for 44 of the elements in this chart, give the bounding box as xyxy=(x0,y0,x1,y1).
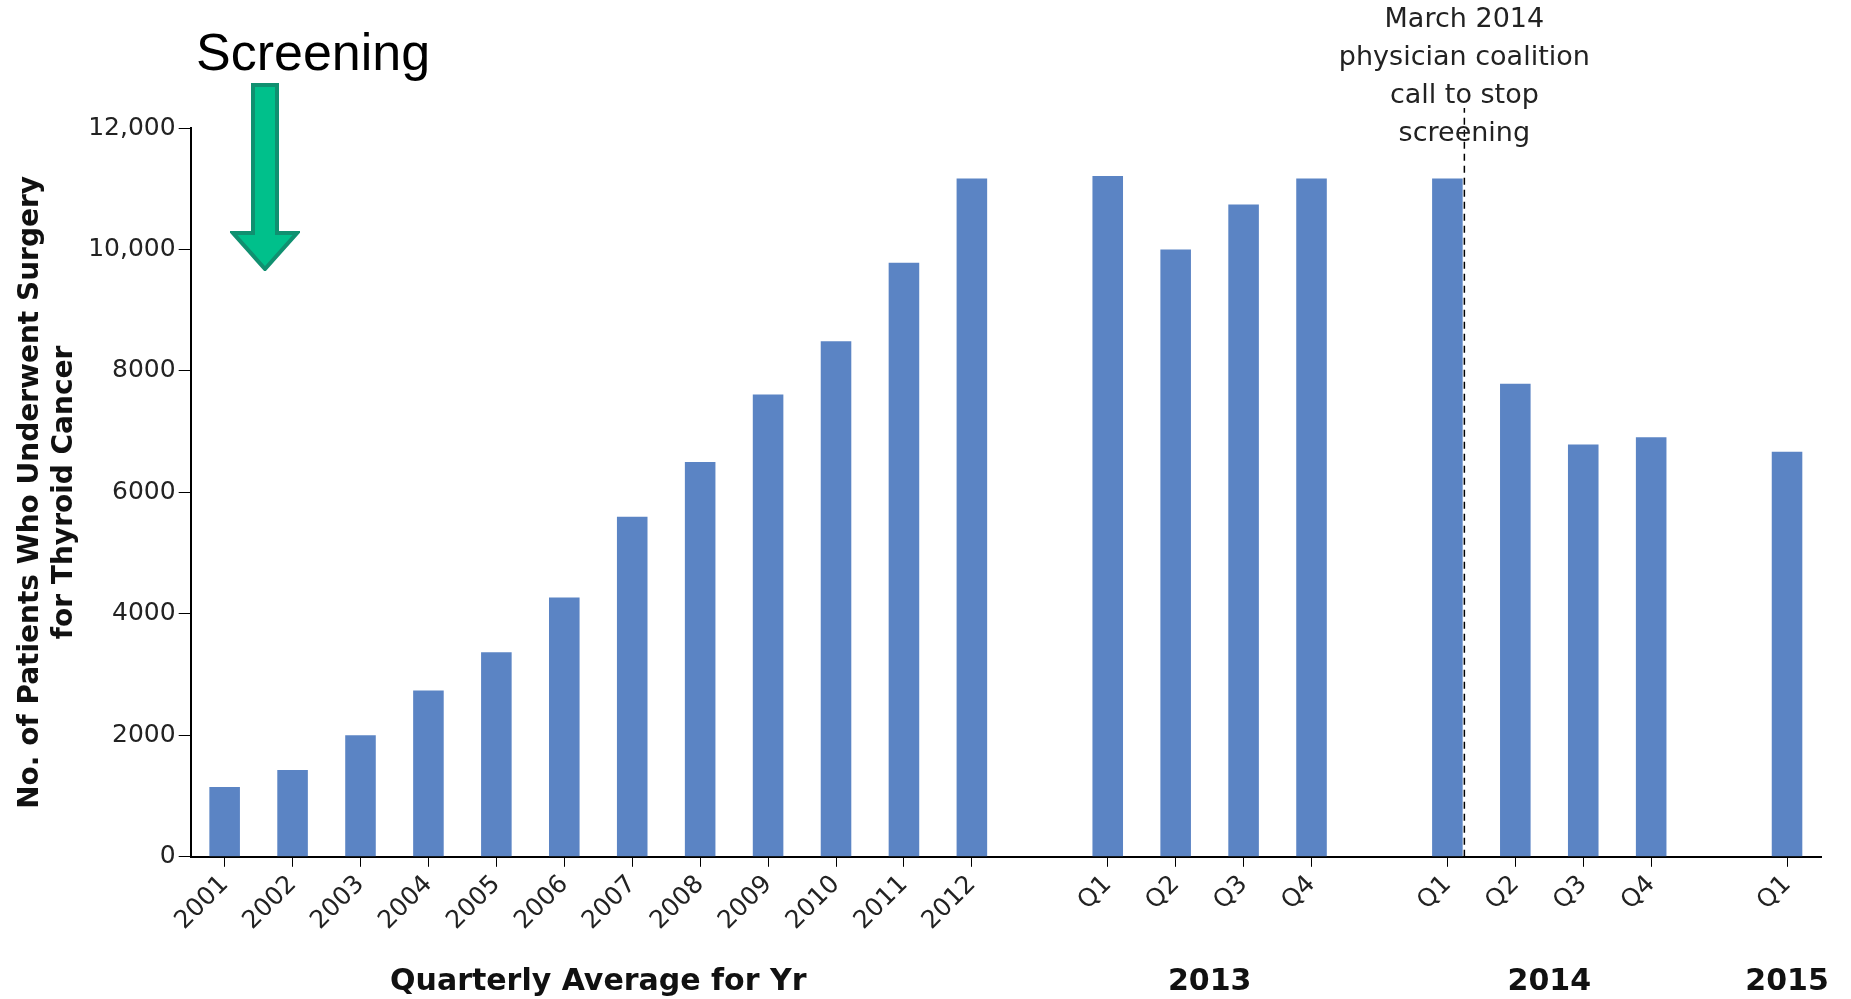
bar xyxy=(1500,383,1531,857)
bar xyxy=(481,652,512,857)
y-tick-label: 0 xyxy=(159,840,176,870)
y-tick-label: 6000 xyxy=(112,475,176,505)
bar xyxy=(277,769,308,857)
x-tick-label: Q2 xyxy=(1478,868,1525,915)
x-tick-label: Q4 xyxy=(1614,868,1661,915)
bar xyxy=(888,262,920,857)
x-tick-label: Q4 xyxy=(1274,868,1321,915)
bar xyxy=(1635,437,1667,857)
text: 2013 xyxy=(1167,961,1252,997)
x-axis-title: Quarterly Average for Yr xyxy=(390,961,807,997)
bar xyxy=(1567,444,1599,857)
bar xyxy=(1296,178,1327,857)
x-tick-label: Q3 xyxy=(1206,868,1253,915)
bar xyxy=(616,516,648,857)
bar xyxy=(1160,249,1191,857)
y-tick-label: 2000 xyxy=(112,718,176,748)
x-tick-label: Q1 xyxy=(1410,868,1457,915)
x-tick-label: Q1 xyxy=(1070,868,1117,915)
bar xyxy=(752,394,784,857)
annotation: March 2014 physician coalition call to stop screening xyxy=(1338,1,1590,147)
y-tick-label: 10,000 xyxy=(88,232,176,262)
x-tick-label: Q2 xyxy=(1138,868,1185,915)
y-tick-label: 4000 xyxy=(112,597,176,627)
text: 2015 xyxy=(1745,961,1829,997)
bar xyxy=(1432,178,1463,857)
bar xyxy=(1771,451,1803,857)
bar xyxy=(345,735,376,857)
bar xyxy=(1228,204,1259,857)
bar xyxy=(1092,175,1124,857)
bar xyxy=(820,341,852,857)
bar xyxy=(209,786,240,857)
y-axis-title: No. of Patients Who Underwent Surgery for Thyroid Cancer xyxy=(12,175,79,809)
text: Screening xyxy=(196,22,431,82)
bar xyxy=(956,178,988,857)
y-tick-label: 8000 xyxy=(112,354,176,384)
y-tick-label: 12,000 xyxy=(88,111,176,141)
x-tick-label: Q1 xyxy=(1750,868,1796,915)
bar xyxy=(549,597,580,857)
bar xyxy=(684,462,716,857)
bar xyxy=(413,690,444,857)
x-tick-label: Q3 xyxy=(1546,868,1593,915)
text: 2014 xyxy=(1507,961,1592,997)
